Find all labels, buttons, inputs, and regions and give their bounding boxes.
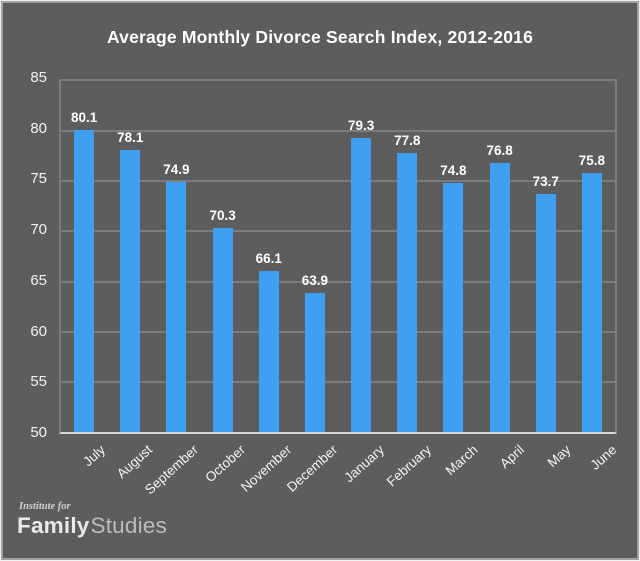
bar-value-label: 74.8 [440,163,467,179]
gridline-60 [61,330,615,333]
x-axis-label-july: July [80,442,109,470]
ifs-logo: Institute for FamilyStudies [17,501,167,538]
y-axis-tick-label-55: 55 [30,373,47,391]
bar-march: 74.8 [440,163,467,432]
x-axis-label-february: February [383,442,434,490]
bar-value-label: 70.3 [209,208,236,224]
y-axis-tick-label-50: 50 [30,424,47,441]
gridline-55 [61,380,615,383]
logo-family-text: Family [17,512,90,538]
bar-october: 70.3 [209,208,236,432]
gridline-70 [61,230,615,233]
chart-title: Average Monthly Divorce Search Index, 20… [106,27,534,47]
y-axis-tick-label-65: 65 [30,271,47,289]
bar-july: 80.1 [71,110,97,432]
y-axis-tick-label-60: 60 [30,322,47,340]
x-axis-label-december: December [284,442,341,495]
gridline-75 [61,180,615,183]
bar-value-label: 79.3 [347,118,375,134]
gridline-65 [61,280,615,283]
x-axis-label-june: June [588,442,620,473]
bar-value-label: 73.7 [532,174,559,190]
bar-august: 78.1 [117,130,143,432]
y-axis-tick-label-70: 70 [30,221,47,239]
bar-june: 75.8 [579,153,605,432]
logo-studies-text: Studies [90,512,167,538]
bar-value-label: 66.1 [255,250,282,266]
bar-may: 73.7 [533,174,559,432]
x-axis-label-march: March [442,442,481,479]
x-axis-label-november: November [237,442,295,495]
bar-value-label: 78.1 [117,130,144,146]
bar-april: 76.8 [486,143,513,432]
x-axis-label-january: January [341,442,388,486]
x-axis-label-may: May [544,442,574,471]
gridline-80 [61,130,615,133]
logo-wordmark: FamilyStudies [17,513,167,538]
bar-september: 74.9 [163,162,190,432]
x-axis-label-april: April [496,442,527,472]
y-axis: 85 80 75 70 65 60 55 50 [1,69,47,441]
y-axis-tick-label-75: 75 [30,170,47,188]
bar-value-label: 75.8 [578,153,606,169]
x-axis-label-august: August [113,442,155,482]
bar-december: 63.9 [302,273,328,432]
bar-january: 79.3 [348,118,374,432]
bar-value-label: 63.9 [301,272,329,288]
bar-february: 77.8 [394,133,420,432]
bar-value-label: 74.9 [163,162,190,178]
x-axis-label-october: October [202,442,248,486]
bar-value-label: 80.1 [70,110,98,126]
y-axis-tick-label-80: 80 [30,119,47,137]
plot-area: 80.1 78.1 74.9 70.3 66.1 63.9 79.3 77.8 74.8 76.8… [59,79,617,434]
bar-value-label: 76.8 [486,143,513,159]
bar-value-label: 77.8 [394,133,421,149]
bar-november: 66.1 [256,251,282,432]
y-axis-tick-label-85: 85 [30,69,47,86]
logo-institute-for-text: Institute for [19,501,71,512]
